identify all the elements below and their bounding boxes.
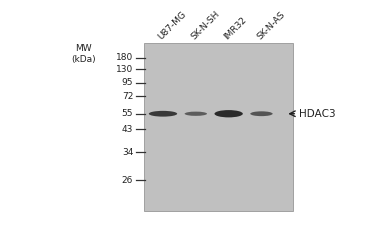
Text: U87-MG: U87-MG	[157, 10, 188, 42]
Text: 55: 55	[122, 109, 133, 118]
Text: SK-N-AS: SK-N-AS	[255, 10, 286, 42]
Text: SK-N-SH: SK-N-SH	[189, 10, 221, 42]
Ellipse shape	[149, 111, 177, 116]
Text: 180: 180	[116, 54, 133, 62]
Bar	[144, 44, 293, 211]
Text: 95: 95	[122, 78, 133, 88]
Text: 34: 34	[122, 148, 133, 157]
Text: 26: 26	[122, 176, 133, 185]
Text: HDAC3: HDAC3	[299, 109, 335, 119]
Text: 43: 43	[122, 125, 133, 134]
Text: IMR32: IMR32	[222, 16, 248, 42]
Ellipse shape	[250, 111, 273, 116]
Text: MW
(kDa): MW (kDa)	[72, 44, 96, 64]
Ellipse shape	[185, 112, 207, 116]
Text: 130: 130	[116, 65, 133, 74]
Text: 72: 72	[122, 92, 133, 101]
Ellipse shape	[214, 110, 243, 118]
